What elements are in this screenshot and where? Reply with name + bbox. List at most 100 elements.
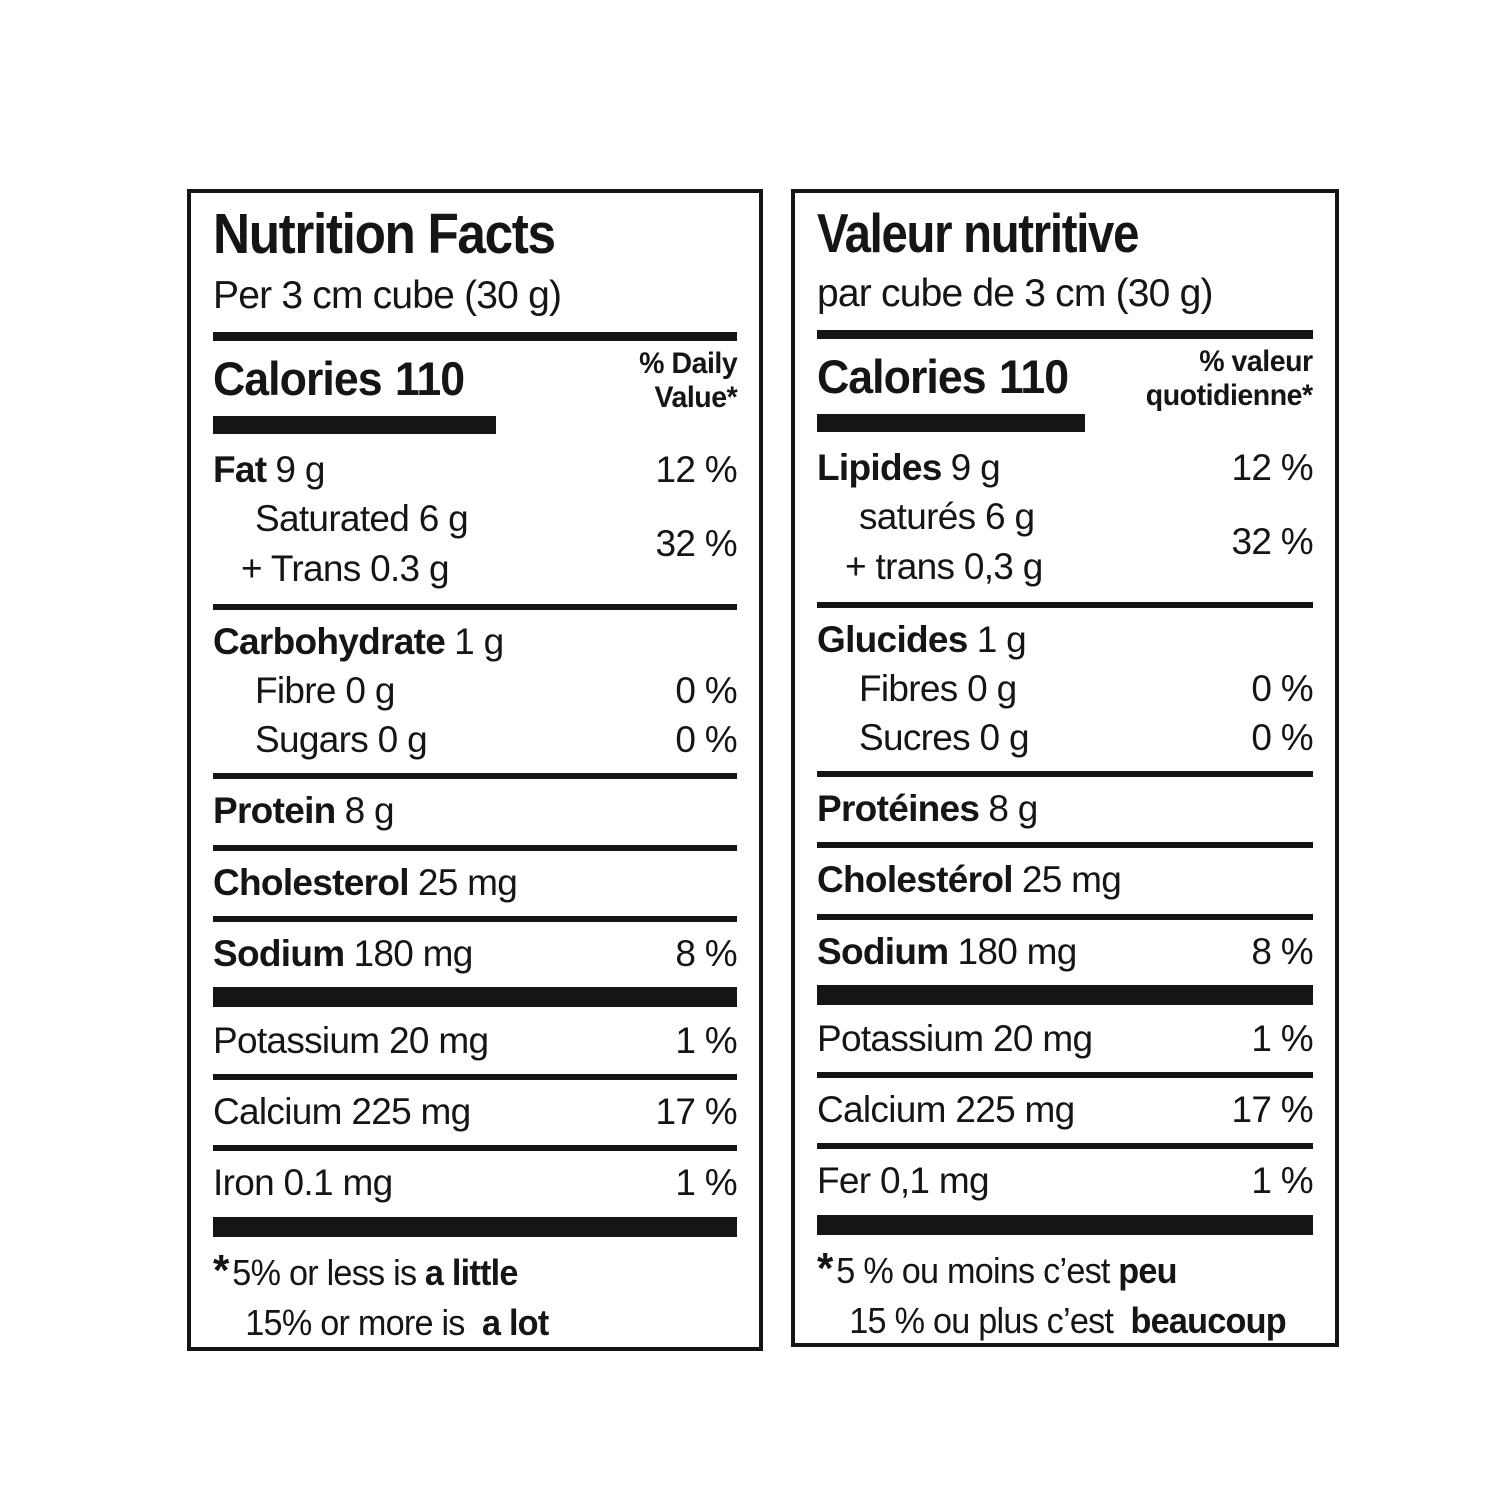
divider [817, 1072, 1313, 1079]
iron-row-fr: Fer 0,1 mg 1 % [817, 1160, 1314, 1202]
protein-amount-fr: 8 g [988, 788, 1038, 830]
cholesterol-label-en: Cholesterol [213, 861, 410, 903]
footnote-text2-en: 15% or more is [245, 1301, 465, 1343]
protein-row-fr: Protéines 8 g [817, 789, 1313, 828]
carb-amount-fr: 1 g [976, 618, 1027, 660]
potassium-label-fr: Potassium 20 mg [817, 1017, 1093, 1059]
footnote-text1-fr: 5 % ou moins c’est [836, 1249, 1110, 1291]
calories-row-fr: Calories 110 % valeur quotidienne* [817, 345, 1313, 412]
footnote-bold2-fr: beaucoup [1130, 1299, 1286, 1341]
calcium-dv-fr: 17 % [1231, 1089, 1313, 1131]
iron-dv-en: 1 % [675, 1162, 737, 1204]
fat-row-en: Fat 9 g 12 % [213, 449, 738, 491]
valeur-nutritive-panel-fr: Valeur nutritive par cube de 3 cm (30 g)… [791, 189, 1339, 1347]
potassium-row-en: Potassium 20 mg 1 % [213, 1019, 738, 1061]
divider [213, 773, 737, 780]
fat-amount-en: 9 g [275, 449, 325, 491]
divider [213, 603, 737, 610]
asterisk: * [817, 1243, 833, 1293]
saturated-dv-en: 32 % [655, 522, 737, 564]
carb-label-en: Carbohydrate [213, 620, 446, 662]
daily-value-line2-fr: quotidienne* [1146, 378, 1313, 412]
sugars-dv-fr: 0 % [1251, 717, 1313, 759]
calories-word-en: Calories [213, 352, 383, 406]
sodium-amount-en: 180 mg [353, 932, 473, 974]
sugars-dv-en: 0 % [675, 719, 737, 761]
panel-title-fr: Valeur nutritive [817, 202, 1139, 264]
fibre-label-en: Fibre 0 g [255, 669, 395, 711]
carb-amount-en: 1 g [454, 620, 504, 662]
thick-divider-bar [213, 1216, 737, 1237]
protein-label-en: Protein [213, 790, 336, 832]
daily-value-line1-en: % Daily [638, 347, 738, 381]
cholesterol-amount-en: 25 mg [417, 861, 518, 903]
divider [213, 915, 737, 922]
sodium-label-fr: Sodium [817, 930, 949, 972]
serving-size-fr: par cube de 3 cm (30 g) [817, 272, 1213, 316]
potassium-dv-fr: 1 % [1251, 1017, 1313, 1059]
sodium-dv-en: 8 % [675, 932, 737, 974]
divider [213, 844, 737, 851]
fat-label-fr: Lipides [817, 447, 942, 489]
sugars-label-fr: Sucres 0 g [859, 717, 1030, 759]
saturated-line-fr: saturés 6 g [859, 495, 1035, 537]
footnote-bold2-en: a lot [481, 1301, 549, 1343]
fat-amount-fr: 9 g [950, 447, 1001, 489]
calories-label-en: Calories 110 [213, 347, 465, 411]
protein-amount-en: 8 g [344, 790, 395, 832]
calories-word-fr: Calories [817, 350, 987, 404]
daily-value-header-fr: % valeur quotidienne* [1146, 345, 1313, 412]
sugars-label-en: Sugars 0 g [255, 719, 428, 761]
footnote-bold1-fr: peu [1118, 1249, 1177, 1291]
potassium-dv-en: 1 % [675, 1019, 737, 1061]
serving-size-en: Per 3 cm cube (30 g) [213, 274, 562, 318]
footnote-bold1-en: a little [424, 1251, 519, 1293]
calcium-label-fr: Calcium 225 mg [817, 1089, 1075, 1131]
calories-underline-bar [817, 414, 1085, 433]
saturated-trans-group-fr: saturés 6 g + trans 0,3 g 32 % [817, 495, 1314, 588]
calories-value-en: 110 [394, 352, 465, 406]
sodium-row-fr: Sodium 180 mg 8 % [817, 930, 1314, 972]
daily-value-line1-fr: % valeur [1199, 345, 1314, 379]
nutrition-facts-panel-en: Nutrition Facts Per 3 cm cube (30 g) Cal… [187, 189, 763, 1351]
calcium-dv-en: 17 % [655, 1091, 737, 1133]
protein-label-fr: Protéines [817, 788, 980, 830]
daily-value-header-en: % Daily Value* [638, 347, 738, 414]
divider [213, 332, 737, 342]
potassium-label-en: Potassium 20 mg [213, 1019, 489, 1061]
fat-dv-en: 12 % [655, 449, 737, 491]
carbohydrate-row-en: Carbohydrate 1 g [213, 622, 737, 661]
saturated-line-en: Saturated 6 g [255, 497, 469, 539]
trans-line-en: + Trans 0.3 g [241, 547, 450, 589]
fibre-row-en: Fibre 0 g 0 % [213, 669, 738, 711]
divider [817, 330, 1313, 340]
sodium-row-en: Sodium 180 mg 8 % [213, 932, 738, 974]
divider [817, 842, 1313, 849]
calories-row-en: Calories 110 % Daily Value* [213, 347, 737, 414]
sodium-label-en: Sodium [213, 932, 345, 974]
saturated-trans-group-en: Saturated 6 g + Trans 0.3 g 32 % [213, 497, 738, 590]
divider [817, 771, 1313, 778]
divider [817, 601, 1313, 608]
iron-dv-fr: 1 % [1251, 1160, 1313, 1202]
thick-divider-bar [817, 984, 1313, 1005]
calcium-row-en: Calcium 225 mg 17 % [213, 1091, 738, 1133]
protein-row-en: Protein 8 g [213, 791, 737, 830]
sugars-row-en: Sugars 0 g 0 % [213, 719, 738, 761]
divider [213, 1074, 737, 1081]
calories-value-fr: 110 [998, 350, 1069, 404]
iron-row-en: Iron 0.1 mg 1 % [213, 1162, 738, 1204]
footnote-line2-en: 15% or more is a lot [213, 1302, 711, 1344]
divider [817, 1143, 1313, 1150]
fat-label-en: Fat [213, 449, 267, 491]
divider [213, 1145, 737, 1152]
fibre-row-fr: Fibres 0 g 0 % [817, 667, 1314, 709]
calories-underline-bar [213, 416, 496, 435]
calcium-label-en: Calcium 225 mg [213, 1091, 471, 1133]
daily-value-line2-en: Value* [654, 380, 737, 414]
fibre-label-fr: Fibres 0 g [859, 667, 1017, 709]
fibre-dv-en: 0 % [675, 669, 737, 711]
carb-label-fr: Glucides [817, 618, 968, 660]
trans-line-fr: + trans 0,3 g [845, 545, 1043, 587]
